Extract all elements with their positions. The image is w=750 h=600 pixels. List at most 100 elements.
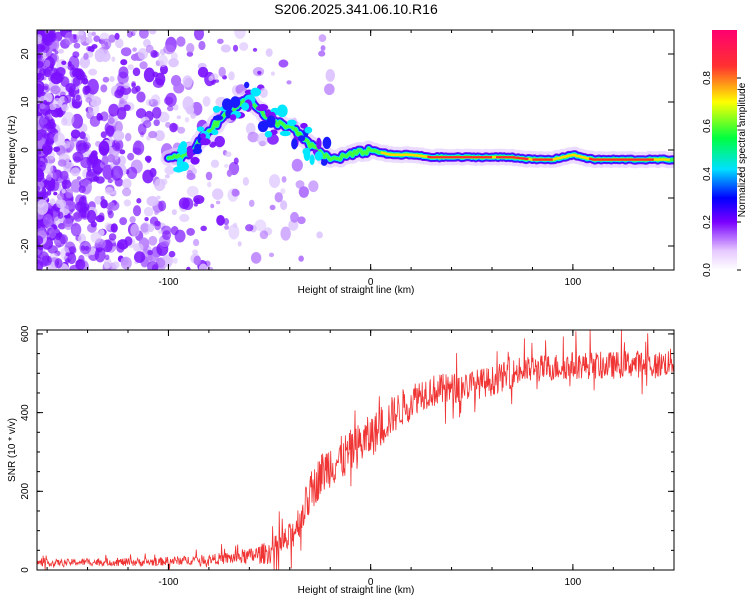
spectrogram-y-label: Frequency (Hz) xyxy=(7,116,18,185)
heatmap-noise-cell xyxy=(94,48,105,63)
colorbar-gradient xyxy=(712,30,737,270)
heatmap-noise-cell xyxy=(137,47,149,60)
heatmap-noise-cell xyxy=(182,75,193,88)
heatmap-noise-cell xyxy=(76,176,82,181)
heatmap-noise-cell xyxy=(198,263,208,270)
heatmap-noise-cell xyxy=(198,40,206,51)
heatmap-noise-cell xyxy=(50,184,56,190)
heatmap-noise-cell xyxy=(257,70,262,75)
heatmap-noise-cell xyxy=(61,188,66,194)
figure-title: S206.2025.341.06.10.R16 xyxy=(274,1,438,17)
heatmap-noise-cell xyxy=(186,266,191,270)
heatmap-noise-cell xyxy=(87,46,95,53)
heatmap-noise-cell xyxy=(123,199,132,207)
spec-y-tick-label-0: -20 xyxy=(20,238,31,253)
heatmap-noise-cell xyxy=(164,174,170,179)
heatmap-noise-cell xyxy=(55,228,60,234)
heatmap-noise-cell xyxy=(108,103,120,117)
heatmap-noise-cell xyxy=(119,149,126,155)
heatmap-noise-cell xyxy=(232,44,239,52)
colorbar: 0.0 0.2 0.4 0.6 0.8 Normalized spectral ampl… xyxy=(702,30,748,277)
heatmap-noise-cell xyxy=(37,53,43,61)
heatmap-ridge-blob xyxy=(212,115,224,121)
heatmap-noise-cell xyxy=(59,170,69,180)
heatmap-noise-cell xyxy=(194,197,201,204)
heatmap-noise-cell xyxy=(118,155,126,166)
heatmap-noise-cell xyxy=(39,103,46,110)
heatmap-ridge-blob xyxy=(297,135,306,142)
heatmap-noise-cell xyxy=(268,252,274,258)
heatmap-noise-cell xyxy=(111,165,123,181)
colorbar-tick-label-4: 0.8 xyxy=(702,71,713,85)
spectrogram-heatmap xyxy=(37,30,674,270)
heatmap-ridge-blob xyxy=(200,138,211,146)
heatmap-noise-cell xyxy=(123,82,130,89)
heatmap-noise-cell xyxy=(74,70,80,77)
heatmap-noise-cell xyxy=(214,135,225,148)
heatmap-noise-cell xyxy=(37,60,41,66)
heatmap-noise-cell xyxy=(37,199,49,215)
heatmap-noise-cell xyxy=(147,261,159,270)
heatmap-noise-cell xyxy=(168,58,179,68)
heatmap-noise-cell xyxy=(154,130,165,142)
heatmap-noise-cell xyxy=(104,222,113,231)
heatmap-noise-cell xyxy=(100,84,108,93)
heatmap-noise-cell xyxy=(104,49,110,57)
heatmap-noise-cell xyxy=(87,102,100,116)
heatmap-noise-cell xyxy=(274,192,283,203)
snr-y-tick-label-1: 200 xyxy=(20,483,31,500)
heatmap-noise-cell xyxy=(177,126,186,134)
heatmap-noise-cell xyxy=(142,169,154,184)
spec-y-tick-label-1: -10 xyxy=(20,190,31,205)
heatmap-noise-cell xyxy=(184,117,190,123)
heatmap-noise-cell xyxy=(132,67,141,77)
heatmap-noise-cell xyxy=(270,71,275,76)
heatmap-noise-cell xyxy=(217,38,224,44)
heatmap-noise-cell xyxy=(44,59,51,68)
heatmap-noise-cell xyxy=(83,52,89,60)
heatmap-noise-cell xyxy=(127,64,134,70)
heatmap-ridge-peak-0 xyxy=(427,155,492,159)
heatmap-noise-cell xyxy=(81,77,89,85)
spec-x-tick-label-0: -100 xyxy=(158,277,178,288)
heatmap-noise-cell xyxy=(88,68,98,76)
heatmap-noise-cell xyxy=(61,60,67,66)
heatmap-noise-cell xyxy=(98,115,104,121)
heatmap-noise-cell xyxy=(64,32,74,45)
heatmap-noise-cell xyxy=(210,73,219,80)
heatmap-ridge-blob xyxy=(179,146,187,155)
heatmap-noise-cell xyxy=(176,115,182,120)
spectrogram-x-label: Height of straight line (km) xyxy=(298,285,415,296)
heatmap-noise-cell xyxy=(225,151,232,158)
heatmap-noise-cell xyxy=(250,251,262,264)
heatmap-ridge-blob xyxy=(200,133,206,140)
colorbar-tick-label-2: 0.4 xyxy=(702,167,713,181)
heatmap-ridge-blob xyxy=(266,115,276,128)
heatmap-noise-cell xyxy=(200,225,207,232)
heatmap-ridge-blob xyxy=(250,87,262,97)
heatmap-noise-cell xyxy=(107,178,113,184)
heatmap-noise-cell xyxy=(138,30,149,39)
heatmap-noise-cell xyxy=(62,111,75,127)
heatmap-noise-cell xyxy=(193,255,202,266)
heatmap-noise-cell xyxy=(147,249,153,256)
heatmap-noise-cell xyxy=(100,199,108,209)
heatmap-noise-cell xyxy=(112,261,120,269)
heatmap-noise-cell xyxy=(53,146,61,153)
heatmap-noise-cell xyxy=(186,185,199,197)
snr-series-line xyxy=(37,330,674,570)
heatmap-noise-cell xyxy=(45,180,51,186)
colorbar-ticks: 0.0 0.2 0.4 0.6 0.8 xyxy=(702,71,741,277)
heatmap-noise-cell xyxy=(68,55,80,71)
heatmap-noise-cell xyxy=(71,113,84,129)
heatmap-noise-cell xyxy=(86,209,97,224)
heatmap-noise-cell xyxy=(78,185,86,194)
heatmap-noise-cell xyxy=(165,92,177,107)
heatmap-noise-cell xyxy=(64,94,72,104)
heatmap-noise-cell xyxy=(101,155,109,166)
heatmap-noise-cell xyxy=(100,38,112,50)
heatmap-ridge-blob xyxy=(241,102,250,111)
heatmap-noise-cell xyxy=(237,241,242,247)
heatmap-noise-cell xyxy=(280,200,288,211)
heatmap-noise-cell xyxy=(186,227,195,236)
